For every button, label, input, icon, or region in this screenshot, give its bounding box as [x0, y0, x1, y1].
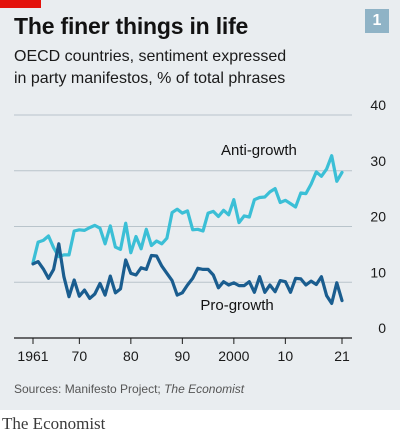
anti-growth-line [31, 154, 344, 265]
subtitle-line-1: OECD countries, sentiment expressed [14, 48, 287, 65]
brand-accent-bar [0, 0, 41, 8]
source-text: Sources: Manifesto Project; [14, 382, 165, 396]
y-tick-label: 20 [370, 209, 386, 225]
y-tick-label: 0 [378, 320, 386, 336]
x-tick-label: 21 [334, 348, 350, 364]
line-chart: 0 10 20 30 40 1961 70 80 90 2000 10 21 Anti-growth Pr… [14, 97, 386, 364]
x-tick-label: 70 [72, 348, 88, 364]
x-tick-label: 10 [278, 348, 294, 364]
y-tick-label: 30 [370, 153, 386, 169]
subtitle-line-2: in party manifestos, % of total phrases [14, 70, 286, 87]
chart-title: The finer things in life [14, 13, 249, 39]
chart-subtitle: OECD countries, sentiment expressed in p… [14, 46, 286, 90]
anti-growth-label: Anti-growth [221, 142, 297, 159]
pro-growth-label: Pro-growth [200, 297, 273, 314]
publisher-logo: The Economist [2, 414, 106, 433]
x-tick-label: 1961 [17, 348, 48, 364]
x-tick-label: 2000 [218, 348, 249, 364]
x-tick-label: 80 [123, 348, 139, 364]
y-tick-label: 40 [370, 97, 386, 113]
chart-card [0, 0, 400, 410]
x-tick-label: 90 [175, 348, 191, 364]
source-note: Sources: Manifesto Project; The Economis… [14, 382, 244, 396]
chart-number-badge: 1 [365, 9, 389, 33]
pro-growth-line [31, 242, 344, 305]
source-publication: The Economist [164, 382, 245, 396]
y-tick-label: 10 [370, 264, 386, 280]
